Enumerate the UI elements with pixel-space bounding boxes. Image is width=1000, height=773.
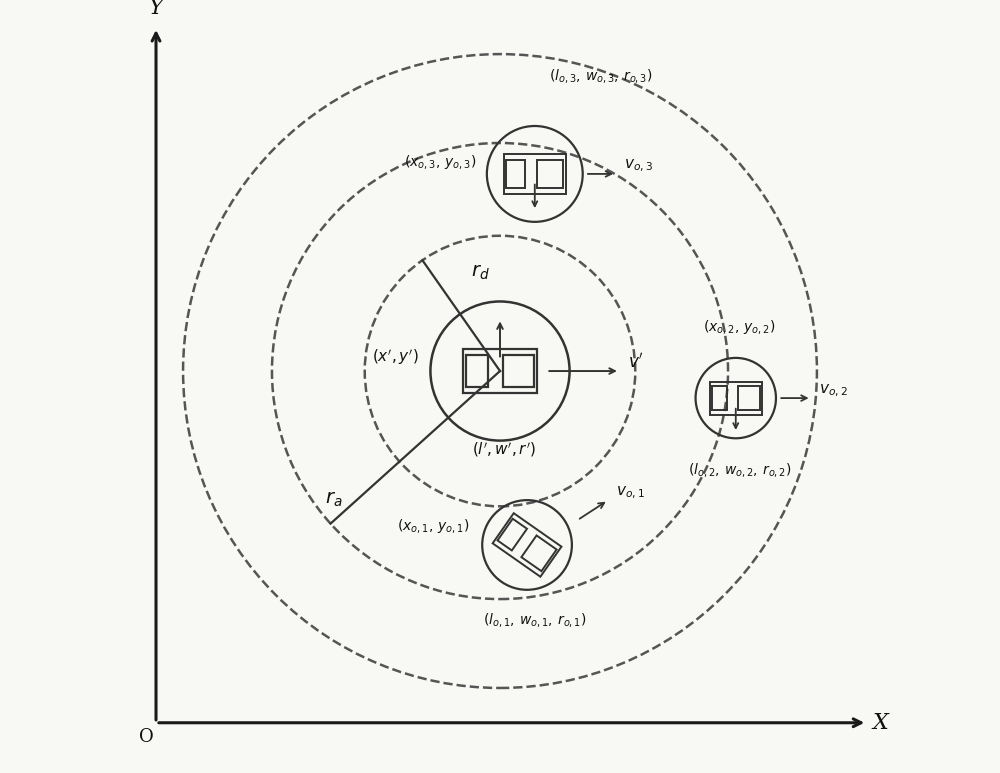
Bar (710, 382, 762, 414)
Bar (503, 355, 534, 387)
Bar (712, 386, 727, 410)
Bar (537, 160, 563, 188)
Text: X: X (873, 712, 888, 734)
Bar (463, 349, 537, 393)
Bar (521, 536, 557, 571)
Text: $v_{o,3}$: $v_{o,3}$ (624, 158, 653, 175)
Text: $v_{o,2}$: $v_{o,2}$ (819, 382, 848, 399)
Text: $(x_{o,1},\,y_{o,1})$: $(x_{o,1},\,y_{o,1})$ (397, 516, 469, 535)
Text: $(l_{o,1},\,w_{o,1},\,r_{o,1})$: $(l_{o,1},\,w_{o,1},\,r_{o,1})$ (483, 611, 587, 628)
Text: $(l', w', r')$: $(l', w', r')$ (472, 441, 536, 459)
Text: $v_{o,1}$: $v_{o,1}$ (616, 484, 645, 501)
Text: O: O (139, 727, 154, 746)
Bar (498, 519, 527, 550)
Text: $v'$: $v'$ (628, 352, 643, 371)
Bar (504, 155, 566, 193)
Text: $(x_{o,2},\,y_{o,2})$: $(x_{o,2},\,y_{o,2})$ (703, 318, 776, 336)
Text: $(x_{o,3},\,y_{o,3})$: $(x_{o,3},\,y_{o,3})$ (404, 153, 477, 172)
Text: $(l_{o,2},\,w_{o,2},\,r_{o,2})$: $(l_{o,2},\,w_{o,2},\,r_{o,2})$ (688, 461, 792, 479)
Bar (738, 386, 760, 410)
Text: $(l_{o,3},\,w_{o,3},\,r_{o,3})$: $(l_{o,3},\,w_{o,3},\,r_{o,3})$ (549, 67, 652, 85)
Text: $r_d$: $r_d$ (471, 264, 490, 282)
Bar (466, 355, 488, 387)
Text: Y: Y (149, 0, 163, 19)
Bar (493, 513, 561, 577)
Bar (506, 160, 525, 188)
Text: $r_a$: $r_a$ (325, 491, 343, 509)
Text: $(x', y')$: $(x', y')$ (372, 347, 419, 367)
